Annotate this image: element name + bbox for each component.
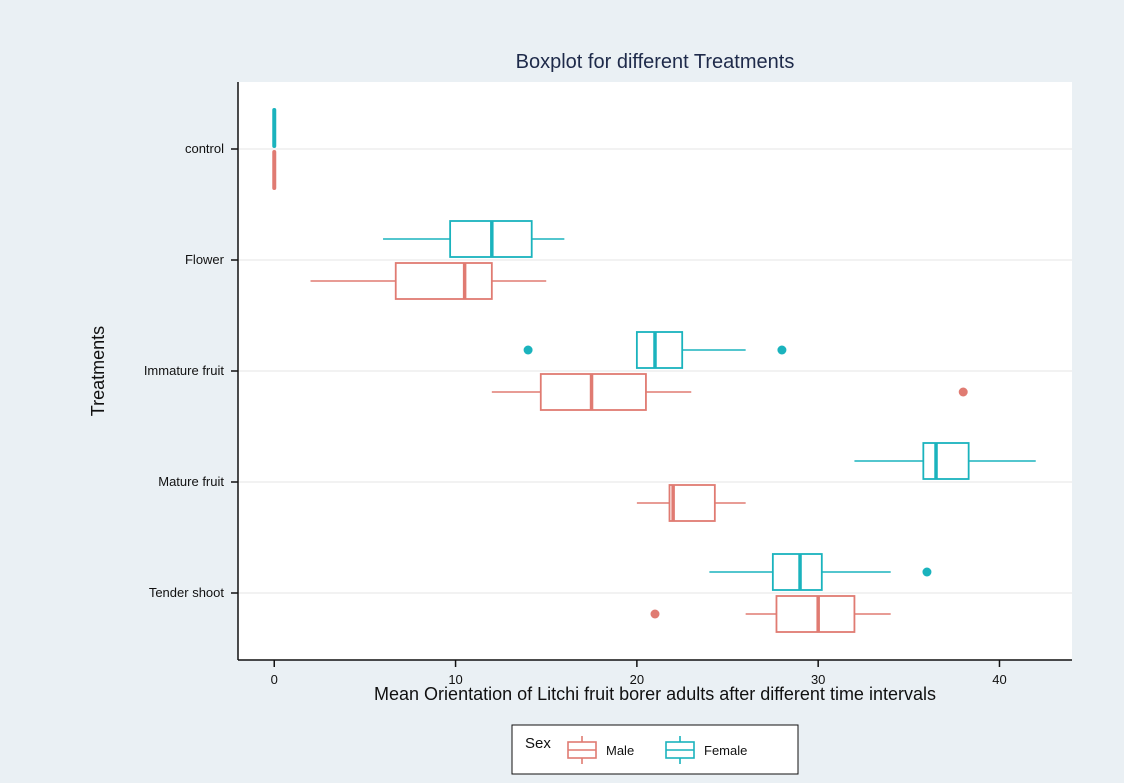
legend-title: Sex — [525, 735, 551, 752]
legend: Sex Male Female — [511, 724, 799, 775]
box-group — [650, 595, 891, 633]
outlier-point — [650, 609, 660, 619]
data-layer — [272, 108, 1036, 633]
legend-label: Female — [704, 743, 747, 758]
grid-lines — [238, 148, 1072, 594]
box-iqr — [775, 595, 856, 633]
outlier-point — [958, 387, 968, 397]
box-group — [709, 553, 932, 591]
y-tick-label: Immature fruit — [144, 363, 225, 378]
legend-box — [511, 724, 799, 775]
x-tick-label: 0 — [271, 672, 278, 687]
box-iqr — [394, 262, 493, 300]
box-group — [523, 331, 787, 369]
x-tick-label: 10 — [448, 672, 462, 687]
outlier-point — [523, 345, 533, 355]
legend-label: Male — [606, 743, 634, 758]
box-iqr — [539, 373, 647, 411]
y-tick-label: Flower — [185, 252, 225, 267]
outlier-point — [922, 567, 932, 577]
box-group — [854, 442, 1036, 480]
box-group — [491, 373, 968, 411]
y-tick-label: Mature fruit — [158, 474, 224, 489]
y-tick-label: Tender shoot — [149, 585, 225, 600]
outlier-point — [777, 345, 787, 355]
box-group — [310, 262, 547, 300]
x-tick-label: 20 — [630, 672, 644, 687]
legend-items: Male Female — [567, 736, 747, 764]
y-tick-label: control — [185, 141, 224, 156]
chart-title: Boxplot for different Treatments — [516, 51, 795, 73]
y-axis-title: Treatments — [88, 326, 108, 416]
x-tick-label: 40 — [992, 672, 1006, 687]
box-iqr — [668, 484, 716, 522]
box-iqr — [771, 553, 823, 591]
box-iqr — [922, 442, 970, 480]
x-axis-title: Mean Orientation of Litchi fruit borer a… — [374, 684, 936, 704]
box-group — [383, 220, 565, 258]
box-iqr — [635, 331, 684, 369]
x-tick-label: 30 — [811, 672, 825, 687]
axes: control Flower Immature fruit Mature fruit T… — [144, 82, 1072, 687]
box-group — [636, 484, 746, 522]
